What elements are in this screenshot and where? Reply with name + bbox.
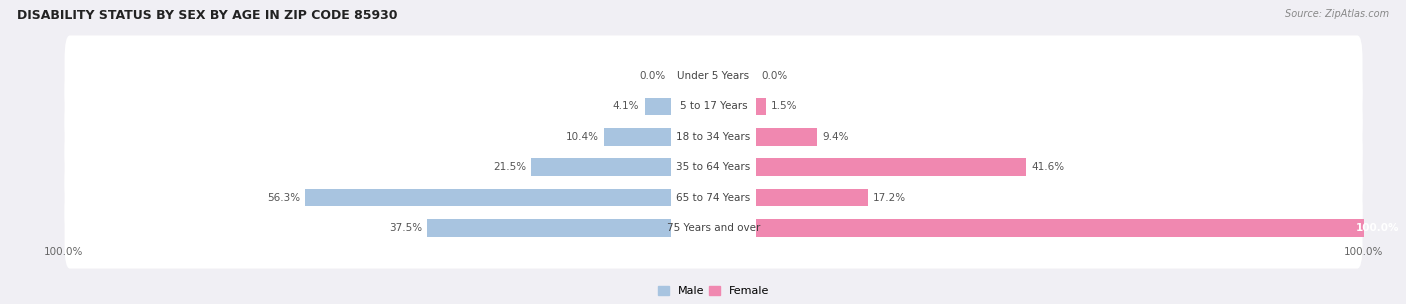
Text: DISABILITY STATUS BY SEX BY AGE IN ZIP CODE 85930: DISABILITY STATUS BY SEX BY AGE IN ZIP C…: [17, 9, 398, 22]
Text: Under 5 Years: Under 5 Years: [678, 71, 749, 81]
Bar: [756, 158, 1026, 176]
Text: 10.4%: 10.4%: [565, 132, 599, 142]
Text: 65 to 74 Years: 65 to 74 Years: [676, 193, 751, 202]
Bar: [644, 98, 671, 115]
FancyBboxPatch shape: [65, 66, 1362, 147]
Text: 100.0%: 100.0%: [1355, 223, 1399, 233]
Bar: [756, 128, 817, 146]
FancyBboxPatch shape: [65, 96, 1362, 177]
Text: 5 to 17 Years: 5 to 17 Years: [679, 102, 748, 111]
Text: 56.3%: 56.3%: [267, 193, 299, 202]
Text: Source: ZipAtlas.com: Source: ZipAtlas.com: [1285, 9, 1389, 19]
Text: 1.5%: 1.5%: [770, 102, 797, 111]
Bar: [756, 219, 1406, 237]
Bar: [756, 98, 765, 115]
Bar: [305, 189, 671, 206]
Text: 9.4%: 9.4%: [823, 132, 849, 142]
Bar: [756, 189, 868, 206]
Text: 17.2%: 17.2%: [873, 193, 905, 202]
Bar: [531, 158, 671, 176]
FancyBboxPatch shape: [65, 36, 1362, 116]
Text: 0.0%: 0.0%: [640, 71, 666, 81]
Text: 41.6%: 41.6%: [1032, 162, 1064, 172]
Bar: [427, 219, 671, 237]
Text: 18 to 34 Years: 18 to 34 Years: [676, 132, 751, 142]
Text: 4.1%: 4.1%: [613, 102, 640, 111]
FancyBboxPatch shape: [65, 127, 1362, 208]
Text: 21.5%: 21.5%: [494, 162, 526, 172]
FancyBboxPatch shape: [65, 188, 1362, 268]
Text: 0.0%: 0.0%: [761, 71, 787, 81]
Bar: [603, 128, 671, 146]
Text: 35 to 64 Years: 35 to 64 Years: [676, 162, 751, 172]
FancyBboxPatch shape: [65, 157, 1362, 238]
Legend: Male, Female: Male, Female: [658, 285, 769, 296]
Text: 75 Years and over: 75 Years and over: [666, 223, 761, 233]
Text: 37.5%: 37.5%: [389, 223, 422, 233]
